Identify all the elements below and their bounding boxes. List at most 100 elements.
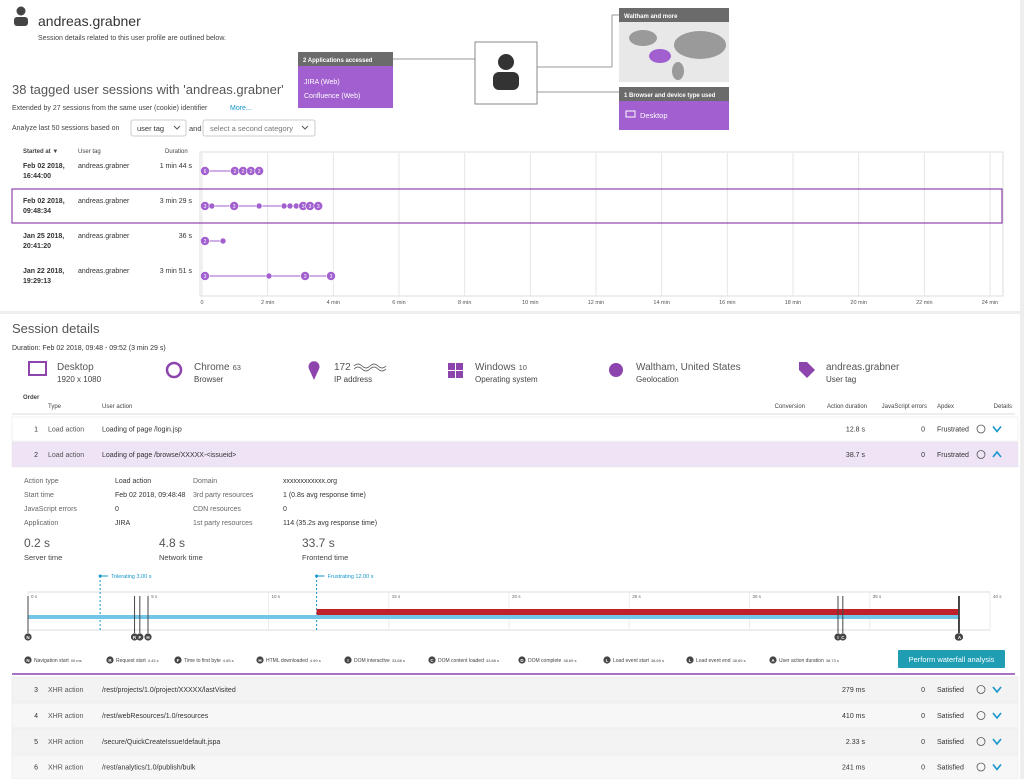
apps-title: 2 Applications accessed xyxy=(303,58,373,64)
select-value[interactable]: user tag xyxy=(137,124,164,133)
legend-name: DOM interactive xyxy=(354,658,390,664)
action-order: 6 xyxy=(34,765,38,772)
desktop-icon xyxy=(28,361,47,376)
column-header: User tag xyxy=(78,149,101,155)
field-label: Application xyxy=(24,520,58,527)
legend-badge xyxy=(24,656,32,664)
info-secondary: Operating system xyxy=(475,375,538,384)
action-name: Loading of page /browse/XXXXX-<issueid> xyxy=(102,452,236,459)
threshold-label: Tolerating 3.00 s xyxy=(111,574,152,580)
marker-letter: F xyxy=(138,635,141,640)
x-tick-label: 8 min xyxy=(458,300,471,306)
x-tick-label: 14 min xyxy=(653,300,670,306)
field-value: JIRA xyxy=(115,520,131,527)
user-icon xyxy=(14,17,28,26)
legend-letter: N xyxy=(26,658,29,663)
session-date: Feb 02 2018, xyxy=(23,163,65,170)
field-value: Feb 02 2018, 09:48:48 xyxy=(115,492,186,499)
marker-letter: C xyxy=(841,635,845,640)
legend-value: 38.69 s xyxy=(651,658,664,663)
chevron xyxy=(173,125,181,130)
legend-value: 4.43 s xyxy=(148,658,159,663)
action-duration: 2.33 s xyxy=(846,739,866,746)
action-errors: 0 xyxy=(921,713,925,720)
legend-value: 00 ms xyxy=(71,658,82,663)
marker-letter: I xyxy=(837,635,838,640)
waterfall-button[interactable] xyxy=(898,650,1005,668)
action-count: 2 xyxy=(204,239,207,245)
legend-letter: L xyxy=(689,658,692,663)
x-tick-label: 5 s xyxy=(151,594,158,599)
legend-badge xyxy=(603,656,611,664)
field-label: Action type xyxy=(24,478,59,485)
legend-name: DOM content loaded xyxy=(438,658,484,664)
analyze-label: Analyze last 50 sessions based on xyxy=(12,125,120,132)
metric-label: Frontend time xyxy=(302,553,348,562)
apdex-icon xyxy=(976,737,986,746)
marker-badge xyxy=(955,633,964,641)
action-type: Load action xyxy=(48,427,84,434)
x-tick-label: 18 min xyxy=(785,300,802,306)
more-link[interactable]: More... xyxy=(230,105,252,112)
action-count: 3 xyxy=(204,274,207,280)
expand-toggle[interactable] xyxy=(992,712,1002,720)
x-tick-label: 12 min xyxy=(588,300,605,306)
x-tick-label: 20 s xyxy=(512,594,521,599)
field-value: xxxxxxxxxxxx.org xyxy=(283,478,337,485)
apps-box xyxy=(298,66,393,108)
session-duration: 3 min 29 s xyxy=(160,198,193,205)
column-header: Type xyxy=(48,404,62,410)
app-name: Confluence (Web) xyxy=(304,93,360,100)
location-icon xyxy=(308,361,320,380)
expand-toggle[interactable] xyxy=(992,450,1002,458)
action-dot xyxy=(200,271,210,281)
action-count: 3 xyxy=(302,204,305,210)
subtitle: Session details related to this user pro… xyxy=(38,35,226,42)
info-version: 10 xyxy=(519,363,527,372)
field-label: JavaScript errors xyxy=(24,506,77,513)
legend-letter: F xyxy=(177,658,180,663)
legend-badge xyxy=(686,656,694,664)
info-primary: Waltham, United States xyxy=(636,362,741,373)
legend-value: 4.65 s xyxy=(223,658,234,663)
marker-letter: H xyxy=(146,635,149,640)
metric-label: Network time xyxy=(159,553,203,562)
expand-toggle[interactable] xyxy=(992,426,1002,433)
apdex-icon xyxy=(976,762,986,772)
expand-toggle[interactable] xyxy=(992,738,1002,746)
legend-value: 33.88 s xyxy=(486,658,499,663)
chevron xyxy=(301,125,309,130)
session-tag: andreas.grabner xyxy=(78,233,130,240)
legend-badge xyxy=(106,656,114,664)
action-apdex: Satisfied xyxy=(937,687,964,694)
marker-letter: A xyxy=(958,635,962,640)
devices-title: 1 Browser and device type used xyxy=(624,93,716,99)
column-header: Conversion xyxy=(775,404,805,410)
os-icon xyxy=(448,363,463,378)
action-count: 2 xyxy=(233,169,236,175)
select xyxy=(130,119,187,137)
app-name: JIRA (Web) xyxy=(304,79,340,86)
session-tag: andreas.grabner xyxy=(78,268,130,275)
x-tick-label: 25 s xyxy=(632,594,641,599)
info-primary: andreas.grabner xyxy=(826,362,900,373)
field-value: 1 (0.8s avg response time) xyxy=(283,492,366,499)
legend-name: Load event start xyxy=(613,658,649,664)
action-row xyxy=(11,754,1019,779)
action-dot xyxy=(286,202,294,210)
button-label[interactable]: Perform waterfall analysis xyxy=(909,655,995,664)
session-date: Feb 02 2018, xyxy=(23,198,65,205)
expand-toggle[interactable] xyxy=(992,764,1002,771)
action-apdex: Frustrated xyxy=(937,452,969,459)
select-placeholder[interactable]: select a second category xyxy=(210,124,293,133)
action-name: Loading of page /login.jsp xyxy=(102,427,182,434)
session-date: Jan 22 2018, xyxy=(23,268,64,275)
action-dot xyxy=(313,201,324,211)
apdex-icon xyxy=(976,450,986,459)
selected-row xyxy=(11,188,1003,224)
field-label: Start time xyxy=(24,492,54,499)
expand-toggle[interactable] xyxy=(992,686,1002,694)
x-tick-label: 35 s xyxy=(873,594,882,599)
apdex-icon xyxy=(976,424,986,434)
